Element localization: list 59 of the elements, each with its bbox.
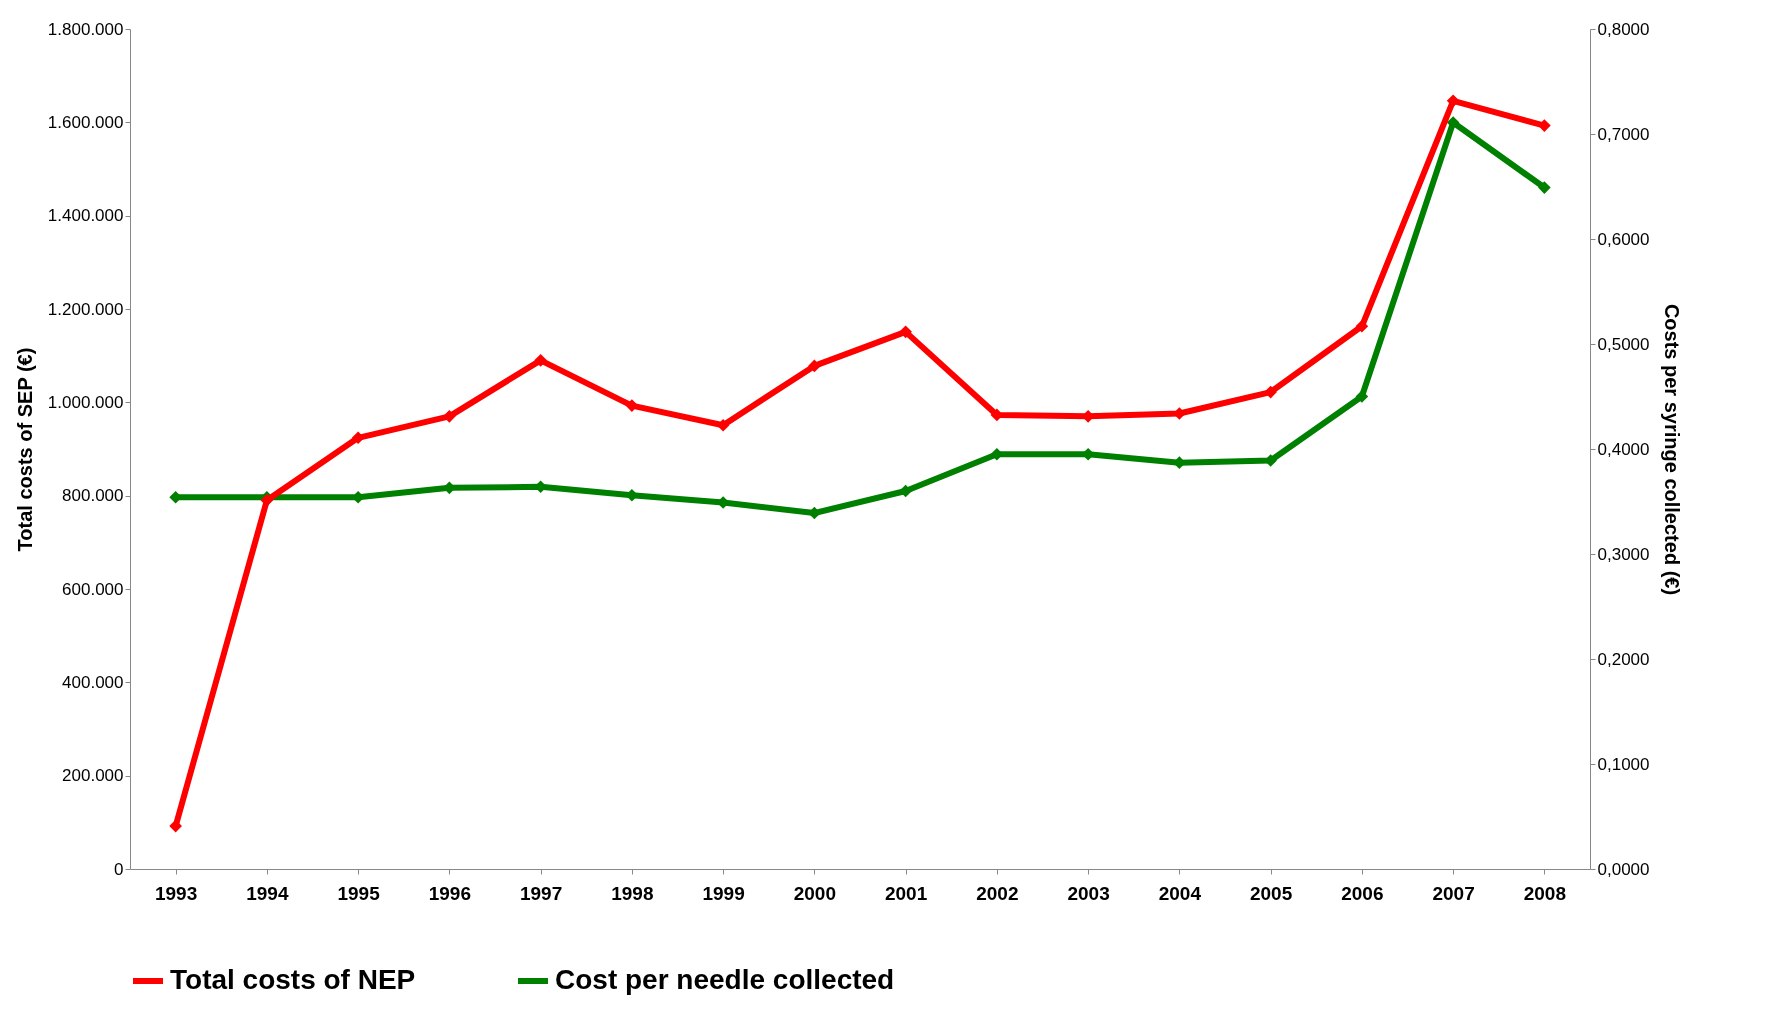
y-tick-label: 400.000 bbox=[62, 672, 124, 692]
x-tick-label: 2002 bbox=[976, 882, 1019, 904]
y-tick-label: 0 bbox=[114, 859, 124, 879]
point bbox=[1538, 119, 1551, 132]
point bbox=[169, 490, 182, 504]
x-tick-label: 2008 bbox=[1523, 882, 1567, 904]
y2-axis-title: Costs per syringe collected (€) bbox=[1661, 303, 1684, 596]
point bbox=[443, 481, 456, 495]
x-tick-label: 1996 bbox=[428, 882, 472, 904]
x-tick-label: 1994 bbox=[246, 882, 289, 904]
x-tick-label: 1998 bbox=[611, 882, 654, 904]
point bbox=[1355, 390, 1369, 403]
y2-tick-label: 0,7000 bbox=[1597, 124, 1650, 144]
y-tick-label: 1.200.000 bbox=[47, 299, 124, 319]
y-tick-label: 600.000 bbox=[62, 579, 124, 599]
point bbox=[625, 399, 639, 412]
y2-tick-label: 0,6000 bbox=[1597, 229, 1650, 249]
x-tick-label: 2001 bbox=[884, 882, 928, 904]
point bbox=[260, 494, 274, 507]
point bbox=[169, 819, 182, 833]
point bbox=[1446, 94, 1460, 108]
y2-tick-label: 0,5000 bbox=[1597, 334, 1650, 354]
point bbox=[1264, 385, 1277, 399]
x-tick-label: 2003 bbox=[1067, 882, 1110, 904]
point bbox=[351, 431, 365, 445]
x-tick-label: 1997 bbox=[519, 882, 563, 904]
x-tick-label: 2004 bbox=[1158, 882, 1202, 904]
y-tick-label: 200.000 bbox=[62, 766, 124, 786]
y-tick-label: 800.000 bbox=[62, 486, 124, 506]
point bbox=[1446, 116, 1460, 129]
y-tick-label: 1.800.000 bbox=[47, 19, 124, 39]
legend-label: Total costs of NEP bbox=[170, 964, 416, 995]
y-tick-label: 1.400.000 bbox=[47, 206, 124, 226]
y2-tick-label: 0,8000 bbox=[1597, 19, 1650, 39]
point bbox=[534, 354, 547, 367]
y2-tick-label: 0,3000 bbox=[1597, 544, 1650, 564]
point bbox=[443, 410, 456, 423]
point bbox=[899, 484, 912, 498]
x-tick-label: 1993 bbox=[154, 882, 198, 904]
point bbox=[1355, 319, 1369, 333]
x-tick-label: 1995 bbox=[337, 882, 381, 904]
x-tick-label: 2005 bbox=[1249, 882, 1293, 904]
x-tick-label: 2007 bbox=[1432, 882, 1475, 904]
point bbox=[899, 325, 912, 339]
point bbox=[716, 418, 730, 432]
y-tick-label: 1.600.000 bbox=[47, 112, 124, 132]
y2-tick-label: 0,0000 bbox=[1597, 859, 1650, 879]
x-tick-label: 2006 bbox=[1341, 882, 1384, 904]
point bbox=[808, 359, 821, 373]
y2-tick-label: 0,2000 bbox=[1597, 649, 1650, 669]
x-tick-label: 1999 bbox=[702, 882, 745, 904]
point bbox=[1538, 181, 1551, 194]
x-tick-label: 2000 bbox=[793, 882, 837, 904]
y2-tick-label: 0,1000 bbox=[1597, 754, 1650, 774]
y-tick-label: 1.000.000 bbox=[47, 392, 124, 412]
point bbox=[808, 506, 821, 520]
y2-tick-label: 0,4000 bbox=[1597, 439, 1650, 459]
legend-label: Cost per needle collected bbox=[555, 964, 895, 995]
y-axis-title: Total costs of SEP (€) bbox=[13, 347, 36, 552]
